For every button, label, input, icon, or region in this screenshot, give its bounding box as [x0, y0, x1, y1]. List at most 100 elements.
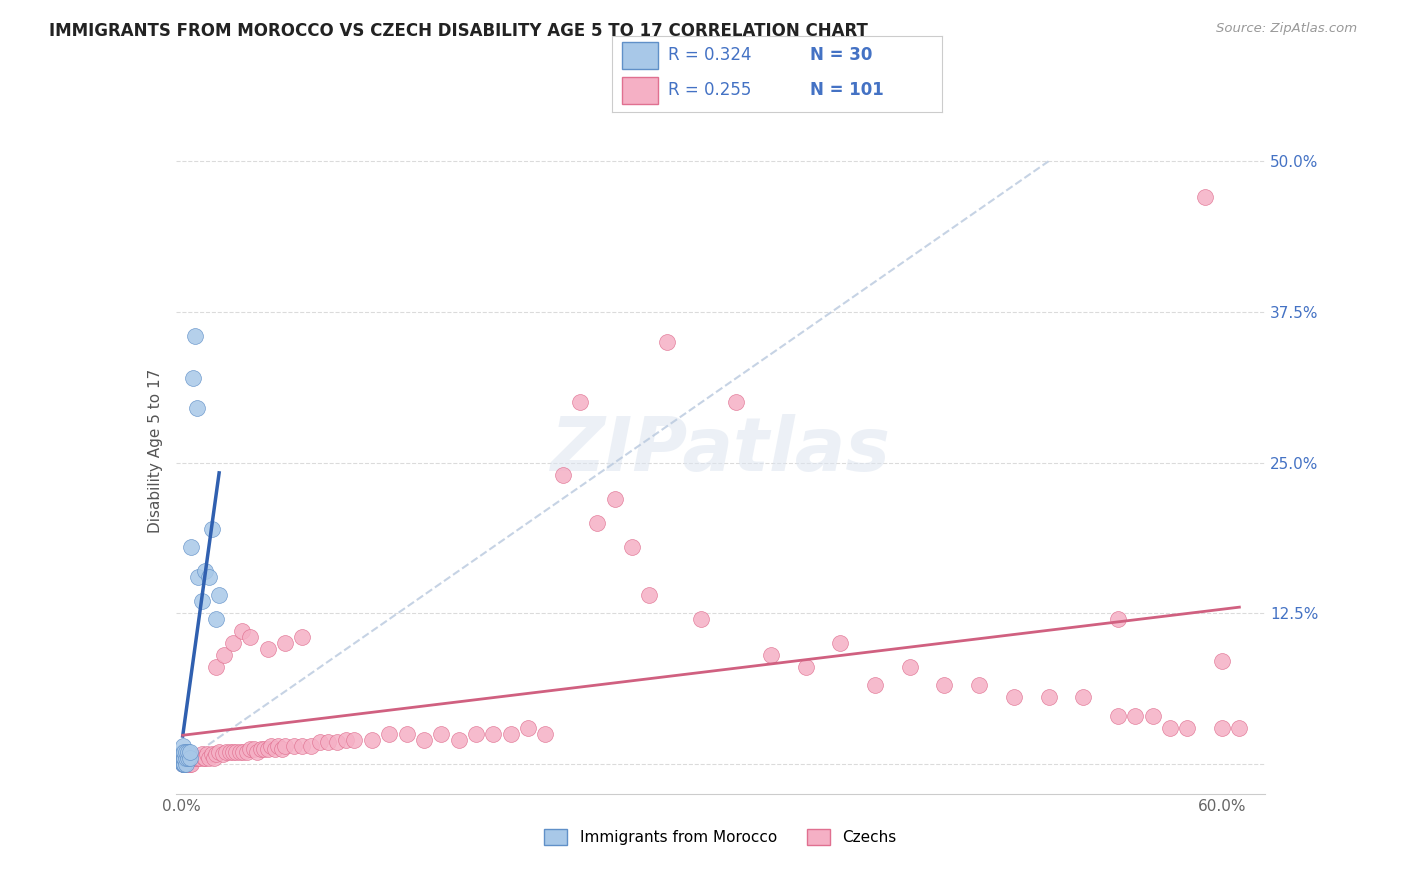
- Point: [534, 726, 557, 740]
- Point: [172, 747, 194, 761]
- Point: [222, 636, 245, 650]
- Point: [551, 467, 574, 482]
- Point: [1002, 690, 1025, 705]
- Point: [180, 756, 202, 771]
- Point: [725, 395, 748, 409]
- Point: [173, 750, 195, 764]
- Point: [197, 570, 219, 584]
- Point: [243, 742, 266, 756]
- Point: [430, 726, 453, 740]
- Point: [172, 745, 194, 759]
- Point: [197, 750, 219, 764]
- Point: [172, 739, 194, 753]
- Point: [378, 726, 401, 740]
- Text: R = 0.324: R = 0.324: [668, 46, 751, 64]
- Point: [191, 747, 214, 761]
- Point: [343, 732, 366, 747]
- Point: [174, 750, 197, 764]
- Point: [173, 745, 195, 759]
- Point: [172, 756, 194, 771]
- Point: [1227, 721, 1250, 735]
- Point: [256, 742, 278, 756]
- Point: [204, 612, 226, 626]
- Point: [184, 329, 207, 343]
- Point: [225, 745, 247, 759]
- Point: [177, 745, 200, 759]
- Point: [204, 747, 226, 761]
- Point: [335, 732, 357, 747]
- Point: [830, 636, 852, 650]
- Point: [586, 516, 609, 530]
- Point: [1211, 654, 1233, 668]
- Point: [239, 630, 262, 644]
- Point: [188, 750, 211, 764]
- Point: [173, 756, 195, 771]
- Point: [291, 739, 314, 753]
- Point: [621, 540, 644, 554]
- Point: [229, 745, 252, 759]
- Point: [291, 630, 314, 644]
- Point: [194, 750, 217, 764]
- Point: [1142, 708, 1164, 723]
- Point: [186, 401, 208, 416]
- Point: [214, 648, 236, 663]
- Point: [187, 570, 209, 584]
- Point: [1107, 708, 1129, 723]
- Point: [236, 745, 259, 759]
- Point: [186, 750, 208, 764]
- Point: [181, 371, 204, 385]
- Point: [174, 756, 197, 771]
- Point: [274, 636, 297, 650]
- Point: [517, 721, 540, 735]
- Point: [232, 745, 254, 759]
- Text: R = 0.255: R = 0.255: [668, 81, 751, 99]
- Y-axis label: Disability Age 5 to 17: Disability Age 5 to 17: [148, 368, 163, 533]
- Point: [395, 726, 418, 740]
- Point: [655, 334, 678, 349]
- Point: [195, 747, 218, 761]
- Point: [1038, 690, 1060, 705]
- Point: [412, 732, 434, 747]
- Point: [308, 735, 330, 749]
- Point: [239, 742, 262, 756]
- Point: [179, 750, 201, 764]
- Point: [173, 750, 195, 764]
- Point: [208, 745, 231, 759]
- Point: [172, 750, 194, 764]
- Point: [202, 750, 225, 764]
- Point: [201, 747, 224, 761]
- Point: [1175, 721, 1198, 735]
- Point: [482, 726, 505, 740]
- Point: [173, 756, 195, 771]
- Point: [638, 588, 661, 602]
- Point: [360, 732, 382, 747]
- Point: [179, 750, 201, 764]
- Point: [211, 747, 233, 761]
- Point: [184, 750, 207, 764]
- Bar: [621, 42, 658, 69]
- Point: [173, 750, 195, 764]
- Point: [967, 678, 990, 692]
- Point: [1159, 721, 1181, 735]
- Point: [326, 735, 349, 749]
- Point: [187, 750, 209, 764]
- Point: [447, 732, 470, 747]
- Point: [263, 742, 285, 756]
- Point: [181, 750, 204, 764]
- Point: [1211, 721, 1233, 735]
- Point: [193, 750, 215, 764]
- Point: [898, 660, 921, 674]
- Text: N = 30: N = 30: [810, 46, 872, 64]
- Point: [208, 588, 231, 602]
- Point: [194, 564, 217, 578]
- Point: [464, 726, 486, 740]
- Point: [794, 660, 817, 674]
- Point: [177, 756, 200, 771]
- Point: [215, 745, 238, 759]
- Point: [267, 739, 290, 753]
- Point: [253, 742, 276, 756]
- Point: [318, 735, 340, 749]
- Point: [499, 726, 522, 740]
- Point: [218, 745, 240, 759]
- Point: [231, 624, 253, 639]
